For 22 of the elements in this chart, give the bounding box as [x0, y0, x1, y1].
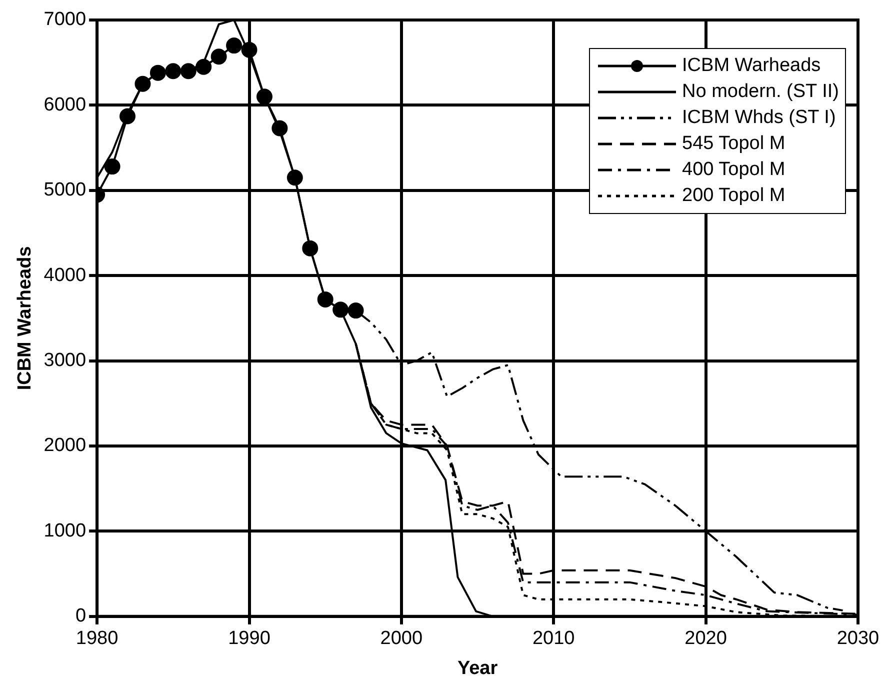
y-tick-label: 1000	[44, 520, 86, 542]
legend-label: No modern. (ST II)	[682, 80, 839, 104]
legend-label: ICBM Warheads	[682, 54, 821, 78]
y-tick-label: 2000	[44, 435, 86, 456]
x-tick-label: 1990	[228, 628, 270, 650]
legend-label: 400 Topol M	[682, 158, 786, 182]
x-tick-label: 2020	[684, 628, 727, 650]
legend-label: ICBM Whds (ST I)	[682, 106, 836, 130]
y-tick-label: 0	[75, 606, 86, 627]
y-tick-label: 5000	[44, 180, 86, 201]
x-tick-label: 2000	[380, 628, 423, 650]
y-tick-label: 3000	[44, 350, 86, 372]
y-tick-label: 6000	[44, 94, 86, 116]
legend-label: 200 Topol M	[682, 184, 786, 208]
x-tick-label: 2030	[836, 628, 880, 650]
legend-label: 545 Topol M	[682, 132, 786, 156]
x-axis-title: Year	[457, 658, 498, 679]
y-tick-label: 7000	[44, 9, 86, 30]
x-tick-label: 2010	[532, 628, 575, 650]
x-tick-label: 1980	[76, 628, 118, 650]
y-axis-title: ICBM Warheads	[14, 246, 36, 390]
y-tick-label: 4000	[44, 264, 86, 286]
